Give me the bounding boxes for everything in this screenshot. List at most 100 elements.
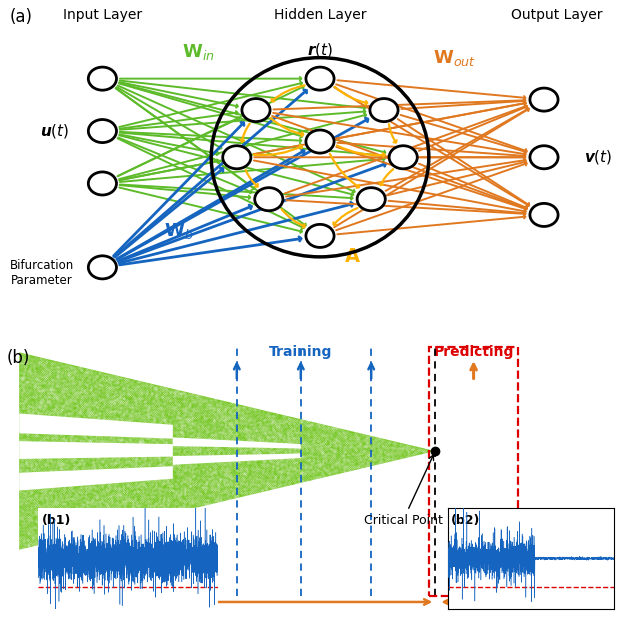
Point [73,516,83,526]
Point [112,404,122,414]
Point [97,512,107,522]
Point [166,436,177,446]
Point [360,461,371,471]
Point [285,435,295,445]
Point [103,408,113,418]
Point [125,463,135,473]
Point [168,437,178,447]
Point [209,468,219,478]
Point [331,422,341,432]
Point [32,497,42,507]
Point [141,445,151,456]
Point [55,363,65,373]
Point [108,406,118,416]
Point [116,466,127,476]
Point [21,456,31,466]
Point [42,396,52,406]
Point [135,445,145,456]
Point [31,452,41,463]
Point [262,437,273,447]
Point [291,439,301,449]
Point [142,386,152,396]
Point [261,435,271,445]
Point [205,463,215,473]
Point [231,491,241,501]
Point [90,406,100,416]
Point [72,509,83,519]
Point [28,496,38,506]
Point [193,483,203,493]
Point [67,440,77,451]
Point [156,464,166,475]
Point [36,492,46,502]
Point [255,473,266,483]
Point [101,389,111,399]
Point [166,409,176,419]
Point [76,487,86,497]
Point [259,429,269,439]
Point [157,411,167,421]
Point [241,481,252,492]
Point [146,434,156,444]
Point [298,439,308,449]
Point [120,469,130,480]
Point [34,413,44,423]
Point [158,385,168,395]
Point [173,392,184,402]
Point [39,360,49,370]
Point [212,438,222,448]
Point [97,479,108,489]
Point [88,521,99,531]
Point [52,394,62,404]
Point [182,479,193,489]
Point [141,470,151,480]
Point [154,423,164,433]
Point [163,453,173,463]
Point [36,370,46,380]
Point [275,457,285,468]
Point [351,440,362,451]
Point [121,502,131,512]
Point [161,389,172,399]
Point [61,524,71,534]
Point [276,428,287,438]
Point [34,381,44,391]
Point [119,482,129,492]
Point [61,398,71,408]
Point [358,442,368,452]
Point [295,445,305,455]
Point [173,470,183,480]
Point [221,399,232,409]
Point [68,504,79,514]
Point [99,488,109,498]
Point [182,464,192,475]
Point [24,414,35,424]
Point [227,440,237,451]
Point [336,440,346,450]
Point [80,481,90,492]
Point [240,402,250,412]
Point [385,454,395,464]
Point [308,471,319,481]
Point [206,466,216,476]
Point [110,425,120,435]
Point [202,430,212,440]
Point [238,468,248,478]
Point [90,476,100,487]
Point [78,485,88,495]
Point [84,464,94,475]
Point [296,476,306,487]
Point [268,416,278,426]
Point [145,473,155,483]
Point [280,449,290,459]
Point [255,430,266,440]
Point [258,423,268,433]
Point [132,485,142,495]
Point [115,406,125,416]
Point [20,506,31,516]
Point [408,444,418,454]
Point [239,404,250,414]
Point [76,381,86,391]
Point [43,461,53,471]
Point [23,514,33,524]
